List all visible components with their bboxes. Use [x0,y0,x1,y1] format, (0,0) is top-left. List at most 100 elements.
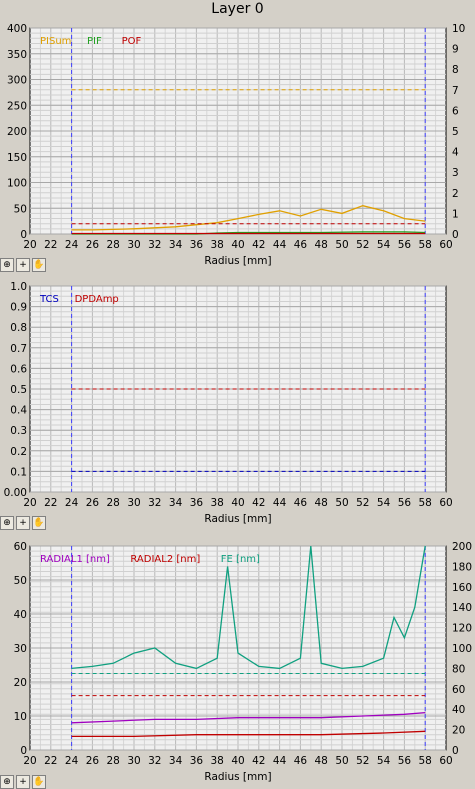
hand-icon[interactable]: ✋ [32,775,46,789]
x-tick-label: 36 [190,239,204,251]
window-title: Layer 0 [211,1,264,17]
legend-entry: TCS [39,294,59,305]
x-tick-label: 38 [211,497,224,509]
y-tick-label: 50 [14,203,27,215]
x-tick-label: 52 [356,497,369,509]
y-tick-label: 1.0 [10,281,27,293]
y-tick-label: 0.00 [4,487,27,499]
y-tick-label: 400 [7,23,27,35]
x-tick-label: 42 [252,239,265,251]
legend-entry: PIF [87,36,102,47]
x-tick-label: 46 [294,755,308,767]
x-tick-label: 50 [335,239,348,251]
magnifier-icon[interactable]: ⊕ [0,775,14,789]
y2-tick-label: 3 [452,167,459,179]
y-tick-label: 0.4 [10,405,27,417]
x-tick-label: 54 [377,497,391,509]
y2-tick-label: 5 [452,126,459,138]
y-tick-label: 0.1 [10,466,27,478]
x-tick-label: 20 [23,755,36,767]
y2-tick-label: 6 [452,105,459,117]
x-tick-label: 42 [252,497,265,509]
series-line [71,545,426,670]
x-tick-label: 30 [127,239,140,251]
y-tick-label: 40 [14,609,27,621]
y-tick-label: 150 [7,152,27,164]
y-tick-label: 0.6 [10,363,27,375]
y-tick-label: 250 [7,100,27,112]
x-tick-label: 36 [190,755,204,767]
x-tick-label: 26 [86,497,100,509]
x-tick-label: 28 [107,239,120,251]
x-tick-label: 52 [356,239,369,251]
chart-radial: 0102030405060020406080100120140160180200… [14,541,472,783]
y2-tick-label: 20 [452,725,465,737]
x-tick-label: 52 [356,755,369,767]
y2-tick-label: 1 [452,208,459,220]
grid [30,285,446,493]
x-tick-label: 54 [377,239,391,251]
x-tick-label: 44 [273,497,287,509]
legend-entry: POF [122,36,142,47]
x-tick-label: 22 [44,497,57,509]
y-tick-label: 20 [14,677,27,689]
chart-toolbar-3: ⊕ + ✋ [0,775,46,789]
y-tick-label: 350 [7,49,27,61]
x-tick-label: 20 [23,239,36,251]
x-tick-label: 58 [419,239,432,251]
x-tick-label: 48 [315,755,328,767]
x-tick-label: 42 [252,755,265,767]
magnifier-icon[interactable]: ⊕ [0,258,14,272]
y2-tick-label: 140 [452,602,472,614]
x-tick-label: 56 [398,755,412,767]
x-tick-label: 24 [65,239,79,251]
x-tick-label: 26 [86,239,100,251]
y-tick-label: 50 [14,575,27,587]
y2-tick-label: 180 [452,561,472,573]
x-tick-label: 26 [86,755,100,767]
crosshair-icon[interactable]: + [16,516,30,530]
x-tick-label: 58 [419,497,432,509]
y-tick-label: 30 [14,643,27,655]
x-tick-label: 56 [398,497,412,509]
legend-entry: RADIAL2 [nm] [130,554,200,565]
crosshair-icon[interactable]: + [16,775,30,789]
x-tick-label: 50 [335,755,348,767]
x-axis-label: Radius [mm] [204,771,271,783]
chart-toolbar-1: ⊕ + ✋ [0,258,46,272]
x-tick-label: 56 [398,239,412,251]
chart-toolbar-2: ⊕ + ✋ [0,516,46,530]
x-tick-label: 40 [231,755,244,767]
x-tick-label: 34 [169,497,183,509]
y-tick-label: 300 [7,75,27,87]
x-tick-label: 46 [294,497,308,509]
hand-icon[interactable]: ✋ [32,258,46,272]
x-tick-label: 22 [44,239,57,251]
y2-tick-label: 160 [452,582,472,594]
hand-icon[interactable]: ✋ [32,516,46,530]
y2-tick-label: 7 [452,85,459,97]
y2-tick-label: 4 [452,147,459,159]
y2-tick-label: 80 [452,663,465,675]
x-tick-label: 48 [315,239,328,251]
x-tick-label: 54 [377,755,391,767]
y2-tick-label: 200 [452,541,472,553]
x-tick-label: 30 [127,755,140,767]
y2-tick-label: 9 [452,44,459,56]
y-tick-label: 60 [14,541,27,553]
x-tick-label: 22 [44,755,57,767]
chart-tcs: 0.00 0.1 0.2 0.3 0.4 0.5 0.6 0.7 0.8 0.9 1.0 20 22 24… [4,281,453,525]
legend-entry: PISum [40,36,71,47]
x-tick-label: 44 [273,239,287,251]
y2-tick-label: 8 [452,64,459,76]
x-tick-label: 40 [231,239,244,251]
magnifier-icon[interactable]: ⊕ [0,516,14,530]
y-tick-label: 0 [20,229,27,241]
x-tick-label: 36 [190,497,204,509]
y-tick-label: 0.7 [10,343,27,355]
series-line [71,711,426,724]
y-tick-label: 0.3 [10,425,27,437]
x-tick-label: 28 [107,755,120,767]
crosshair-icon[interactable]: + [16,258,30,272]
x-tick-label: 32 [148,497,161,509]
